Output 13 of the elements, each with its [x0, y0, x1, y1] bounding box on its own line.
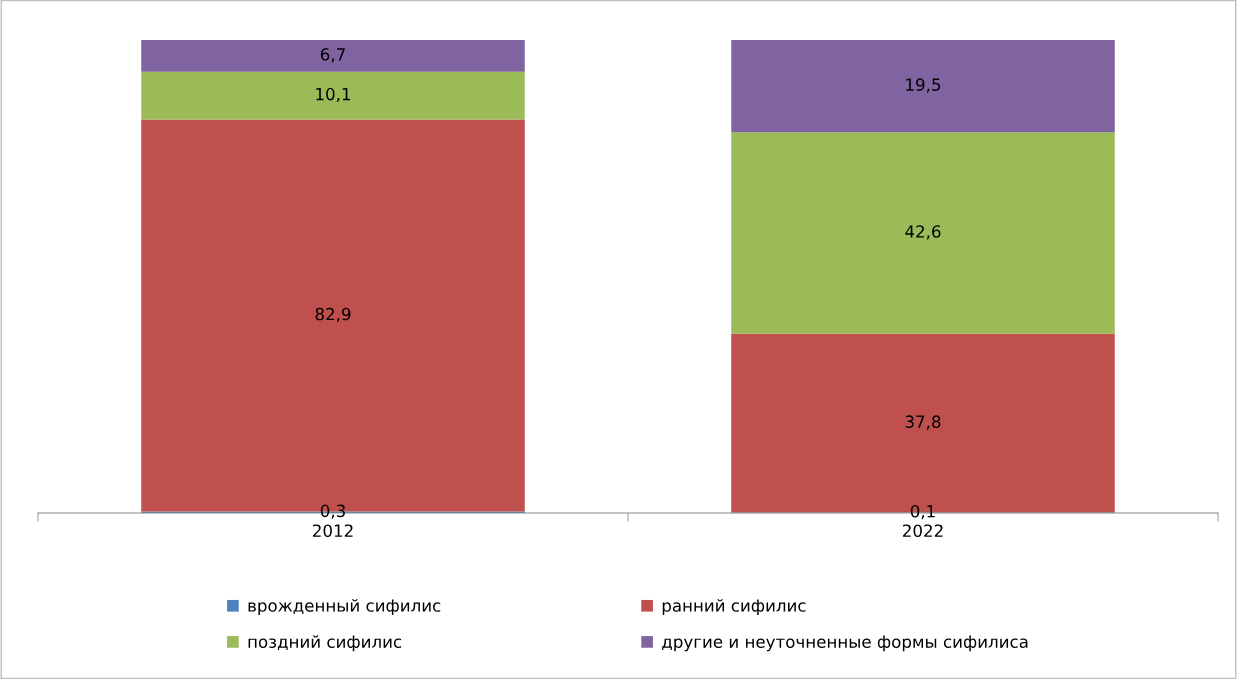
x-tick-label: 2012: [313, 524, 353, 538]
legend-label: врожденный сифилис: [248, 599, 441, 616]
data-label: 37,8: [905, 415, 941, 430]
data-label: 42,6: [905, 225, 941, 240]
legend-label: другие и неуточненные формы сифилиса: [662, 635, 1028, 652]
data-label: 6,7: [320, 48, 345, 63]
x-tick-label: 2022: [903, 524, 943, 538]
legend-label: ранний сифилис: [662, 599, 806, 616]
data-label: 0,1: [910, 504, 935, 520]
legend-label: поздний сифилис: [248, 635, 402, 652]
data-label: 82,9: [315, 307, 351, 323]
data-label: 10,1: [316, 87, 351, 103]
data-label: 19,5: [906, 78, 941, 93]
